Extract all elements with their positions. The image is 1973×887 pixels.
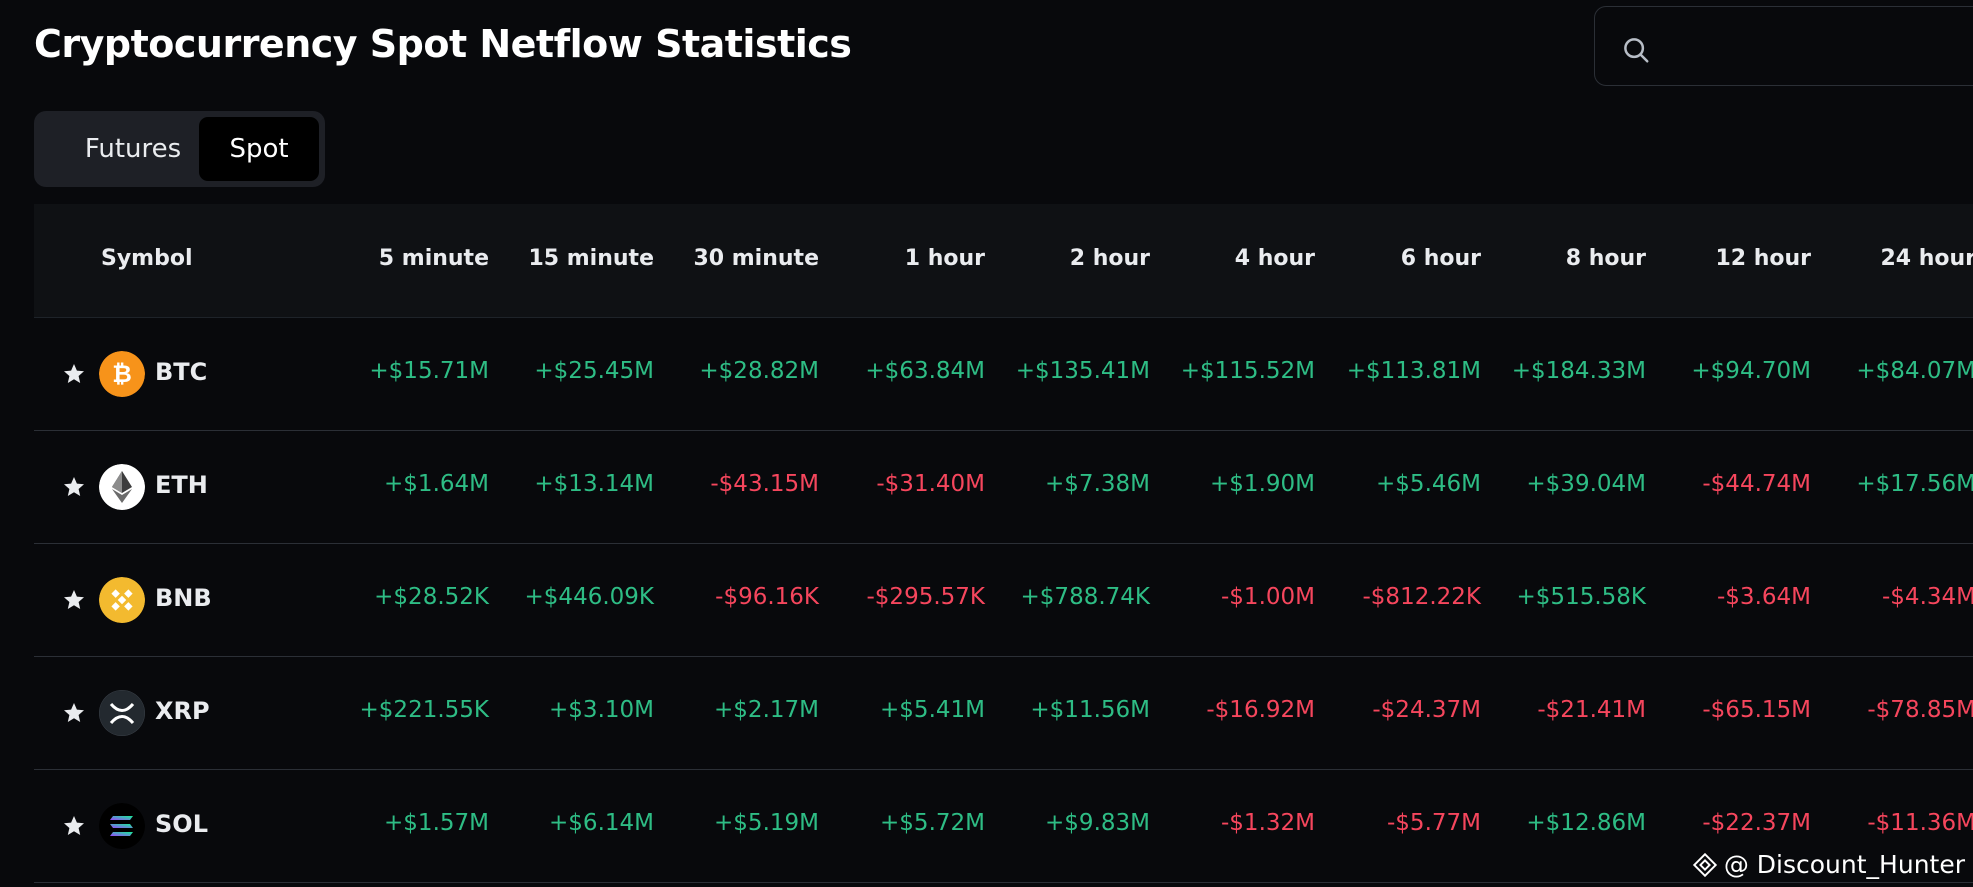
netflow-24-hour-cell: -$4.34M bbox=[1882, 584, 1973, 610]
netflow-4-hour-cell: +$1.90M bbox=[1210, 471, 1315, 497]
netflow-30-minute-cell: +$2.17M bbox=[714, 697, 819, 723]
column-header-5-minute[interactable]: 5 minute bbox=[378, 246, 489, 271]
netflow-4-hour-cell: +$115.52M bbox=[1180, 358, 1315, 384]
coin-symbol[interactable]: BTC bbox=[155, 358, 208, 386]
watermark-text: @ Discount_Hunter bbox=[1723, 850, 1965, 879]
column-header-4-hour[interactable]: 4 hour bbox=[1234, 246, 1315, 271]
netflow-8-hour-cell: -$21.41M bbox=[1537, 697, 1646, 723]
search-icon bbox=[1624, 38, 1649, 63]
table-header: Symbol 5 minute 15 minute 30 minute 1 ho… bbox=[34, 204, 1973, 318]
netflow-12-hour-cell: +$94.70M bbox=[1691, 358, 1811, 384]
bnb-logo-icon bbox=[99, 577, 145, 623]
star-icon[interactable] bbox=[62, 362, 86, 386]
star-icon[interactable] bbox=[62, 588, 86, 612]
column-header-8-hour[interactable]: 8 hour bbox=[1565, 246, 1646, 271]
netflow-30-minute-cell: +$28.82M bbox=[699, 358, 819, 384]
star-icon[interactable] bbox=[62, 475, 86, 499]
coin-symbol[interactable]: ETH bbox=[155, 471, 208, 499]
netflow-6-hour-cell: +$113.81M bbox=[1346, 358, 1481, 384]
netflow-12-hour-cell: -$3.64M bbox=[1717, 584, 1811, 610]
table-row[interactable]: ETH +$1.64M +$13.14M -$43.15M -$31.40M +$7.38… bbox=[34, 431, 1973, 544]
netflow-1-hour-cell: -$31.40M bbox=[876, 471, 985, 497]
binance-square-logo-icon bbox=[1692, 852, 1717, 877]
xrp-logo-icon bbox=[99, 690, 145, 736]
netflow-6-hour-cell: -$812.22K bbox=[1362, 584, 1482, 610]
svg-text:₿: ₿ bbox=[112, 360, 132, 388]
netflow-5-minute-cell: +$1.57M bbox=[384, 810, 489, 836]
sol-logo-icon bbox=[99, 803, 145, 849]
netflow-12-hour-cell: -$65.15M bbox=[1702, 697, 1811, 723]
netflow-2-hour-cell: +$7.38M bbox=[1045, 471, 1150, 497]
netflow-24-hour-cell: +$84.07M bbox=[1856, 358, 1973, 384]
netflow-8-hour-cell: +$39.04M bbox=[1526, 471, 1646, 497]
star-icon[interactable] bbox=[62, 701, 86, 725]
netflow-1-hour-cell: +$5.41M bbox=[880, 697, 985, 723]
table-row[interactable]: ₿ BTC +$15.71M +$25.45M +$28.82M +$63.84M +$13… bbox=[34, 318, 1973, 431]
column-header-symbol[interactable]: Symbol bbox=[101, 246, 193, 271]
tab-spot[interactable]: Spot bbox=[199, 117, 319, 181]
netflow-4-hour-cell: -$16.92M bbox=[1206, 697, 1315, 723]
tab-futures[interactable]: Futures bbox=[84, 134, 182, 164]
netflow-15-minute-cell: +$446.09K bbox=[524, 584, 654, 610]
column-header-15-minute[interactable]: 15 minute bbox=[528, 246, 654, 271]
netflow-5-minute-cell: +$221.55K bbox=[359, 697, 489, 723]
netflow-2-hour-cell: +$9.83M bbox=[1045, 810, 1150, 836]
market-type-toggle: Futures Spot bbox=[34, 111, 325, 187]
page-title: Cryptocurrency Spot Netflow Statistics bbox=[34, 22, 852, 66]
netflow-12-hour-cell: -$44.74M bbox=[1702, 471, 1811, 497]
netflow-4-hour-cell: -$1.32M bbox=[1221, 810, 1315, 836]
netflow-8-hour-cell: +$515.58K bbox=[1516, 584, 1646, 610]
netflow-30-minute-cell: -$96.16K bbox=[715, 584, 819, 610]
netflow-8-hour-cell: +$12.86M bbox=[1526, 810, 1646, 836]
watermark: @ Discount_Hunter bbox=[1692, 850, 1965, 879]
table-row[interactable]: SOL +$1.57M +$6.14M +$5.19M +$5.72M +$9.83M -$… bbox=[34, 770, 1973, 883]
netflow-30-minute-cell: -$43.15M bbox=[710, 471, 819, 497]
column-header-30-minute[interactable]: 30 minute bbox=[693, 246, 819, 271]
column-header-24-hour[interactable]: 24 hour bbox=[1880, 246, 1973, 271]
coin-symbol[interactable]: SOL bbox=[155, 810, 208, 838]
netflow-1-hour-cell: +$5.72M bbox=[880, 810, 985, 836]
netflow-6-hour-cell: -$5.77M bbox=[1387, 810, 1481, 836]
netflow-24-hour-cell: -$78.85M bbox=[1867, 697, 1973, 723]
netflow-30-minute-cell: +$5.19M bbox=[714, 810, 819, 836]
column-header-6-hour[interactable]: 6 hour bbox=[1400, 246, 1481, 271]
netflow-5-minute-cell: +$1.64M bbox=[384, 471, 489, 497]
search-input[interactable] bbox=[1671, 27, 1973, 69]
table-row[interactable]: BNB +$28.52K +$446.09K -$96.16K -$295.57K +$7… bbox=[34, 544, 1973, 657]
eth-logo-icon bbox=[99, 464, 145, 510]
netflow-24-hour-cell: +$17.56M bbox=[1856, 471, 1973, 497]
column-header-1-hour[interactable]: 1 hour bbox=[904, 246, 985, 271]
search-box[interactable] bbox=[1594, 6, 1973, 86]
netflow-12-hour-cell: -$22.37M bbox=[1702, 810, 1811, 836]
netflow-24-hour-cell: -$11.36M bbox=[1867, 810, 1973, 836]
netflow-6-hour-cell: -$24.37M bbox=[1372, 697, 1481, 723]
netflow-1-hour-cell: -$295.57K bbox=[866, 584, 986, 610]
netflow-table: Symbol 5 minute 15 minute 30 minute 1 ho… bbox=[34, 204, 1973, 887]
netflow-2-hour-cell: +$11.56M bbox=[1030, 697, 1150, 723]
netflow-15-minute-cell: +$6.14M bbox=[549, 810, 654, 836]
coin-symbol[interactable]: XRP bbox=[155, 697, 210, 725]
netflow-6-hour-cell: +$5.46M bbox=[1376, 471, 1481, 497]
netflow-15-minute-cell: +$3.10M bbox=[549, 697, 654, 723]
coin-symbol[interactable]: BNB bbox=[155, 584, 212, 612]
star-icon[interactable] bbox=[62, 814, 86, 838]
column-header-12-hour[interactable]: 12 hour bbox=[1715, 246, 1811, 271]
column-header-2-hour[interactable]: 2 hour bbox=[1069, 246, 1150, 271]
netflow-15-minute-cell: +$13.14M bbox=[534, 471, 654, 497]
netflow-15-minute-cell: +$25.45M bbox=[534, 358, 654, 384]
netflow-5-minute-cell: +$15.71M bbox=[369, 358, 489, 384]
netflow-5-minute-cell: +$28.52K bbox=[374, 584, 489, 610]
table-row[interactable]: XRP +$221.55K +$3.10M +$2.17M +$5.41M +$11.56… bbox=[34, 657, 1973, 770]
netflow-1-hour-cell: +$63.84M bbox=[865, 358, 985, 384]
netflow-8-hour-cell: +$184.33M bbox=[1511, 358, 1646, 384]
netflow-2-hour-cell: +$788.74K bbox=[1020, 584, 1150, 610]
btc-logo-icon: ₿ bbox=[99, 351, 145, 397]
netflow-4-hour-cell: -$1.00M bbox=[1221, 584, 1315, 610]
netflow-2-hour-cell: +$135.41M bbox=[1015, 358, 1150, 384]
